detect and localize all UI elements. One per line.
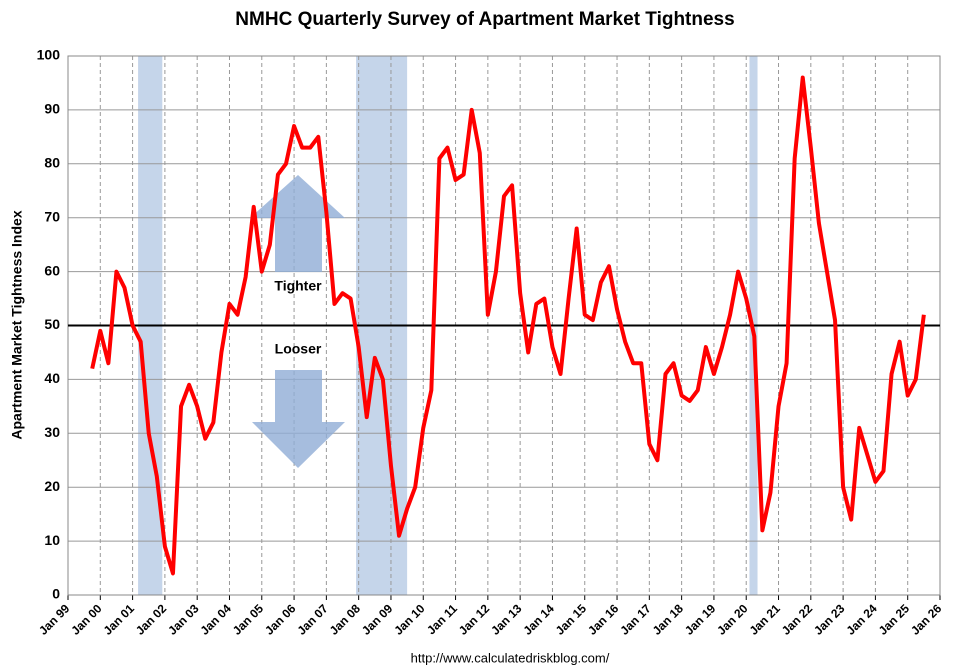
y-tick-label: 20	[44, 478, 60, 494]
y-tick-label: 80	[44, 155, 60, 171]
y-tick-label: 30	[44, 424, 60, 440]
y-tick-label: 40	[44, 370, 60, 386]
annotation: Looser	[275, 341, 322, 357]
y-tick-label: 0	[52, 586, 60, 602]
down-arrow	[252, 370, 345, 468]
y-tick-label: 60	[44, 262, 60, 278]
y-tick-label: 100	[37, 47, 61, 63]
y-axis-label: Apartment Market Tightness Index	[9, 210, 25, 439]
y-tick-label: 50	[44, 316, 60, 332]
annotation: Tighter	[274, 278, 322, 294]
y-tick-label: 70	[44, 208, 60, 224]
source: http://www.calculatedriskblog.com/	[411, 650, 610, 665]
data-line	[90, 75, 926, 576]
y-tick-label: 90	[44, 101, 60, 117]
y-tick-label: 10	[44, 532, 60, 548]
chart-title: NMHC Quarterly Survey of Apartment Marke…	[235, 9, 734, 30]
